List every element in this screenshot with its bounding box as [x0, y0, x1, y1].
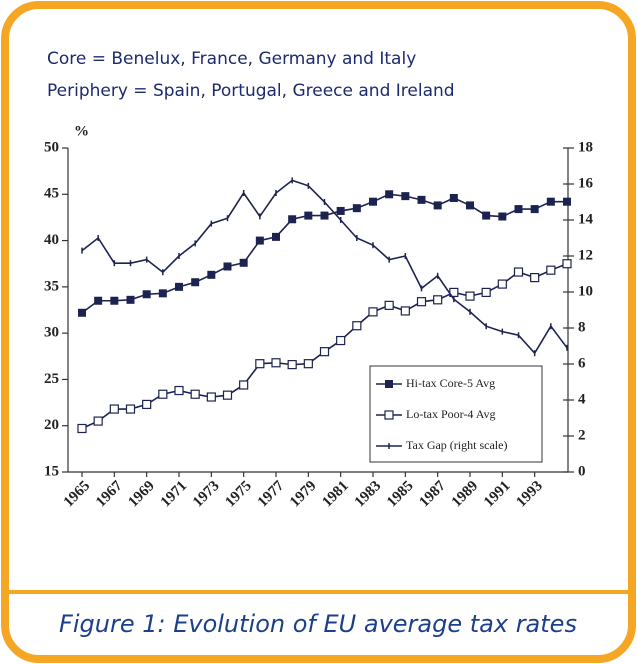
marker	[384, 300, 394, 310]
marker	[336, 206, 345, 215]
y2-tick-label: 6	[578, 355, 586, 371]
y-tick-label: 45	[44, 186, 59, 202]
marker	[222, 390, 233, 400]
y2-tick-label: 4	[578, 391, 586, 407]
legend-label: Hi-tax Core-5 Avg	[406, 376, 495, 390]
marker	[319, 347, 330, 357]
marker	[142, 399, 152, 410]
marker	[126, 295, 135, 304]
marker	[385, 190, 394, 199]
marker	[93, 416, 103, 426]
marker	[206, 392, 216, 402]
marker	[433, 295, 443, 305]
marker	[482, 211, 491, 220]
y-tick-label: 35	[44, 278, 59, 294]
marker	[288, 215, 297, 224]
marker	[481, 287, 491, 298]
marker	[239, 380, 249, 390]
marker	[142, 290, 151, 299]
marker	[190, 389, 200, 399]
marker	[255, 359, 265, 369]
marker	[94, 296, 103, 305]
marker	[78, 308, 86, 317]
marker	[546, 197, 555, 206]
marker	[368, 307, 378, 317]
note: Core = Benelux, France, Germany and Ital…	[47, 49, 416, 69]
marker	[320, 211, 329, 220]
marker	[158, 389, 168, 399]
marker	[433, 201, 442, 210]
marker	[255, 236, 264, 245]
marker	[465, 291, 475, 301]
marker	[174, 385, 184, 396]
y-tick-label: 25	[44, 371, 59, 387]
marker	[498, 212, 507, 221]
marker	[271, 358, 281, 368]
marker	[125, 404, 136, 414]
marker	[563, 197, 571, 206]
marker	[77, 423, 87, 434]
y2-tick-label: 14	[578, 211, 594, 227]
marker	[384, 410, 394, 420]
marker	[191, 278, 200, 287]
marker	[449, 193, 458, 202]
marker	[352, 321, 362, 331]
marker	[546, 265, 556, 275]
y2-tick-label: 8	[578, 319, 586, 335]
y-tick-label: 15	[44, 463, 59, 479]
y2-tick-label: 12	[578, 247, 593, 263]
marker	[352, 204, 361, 213]
marker	[158, 289, 167, 298]
y-tick-label: 40	[44, 232, 59, 248]
marker	[417, 195, 426, 204]
marker	[416, 297, 427, 307]
legend-label: Lo-tax Poor-4 Avg	[406, 407, 496, 421]
marker	[303, 359, 313, 369]
marker	[401, 192, 410, 201]
marker	[385, 380, 393, 388]
y2-tick-label: 16	[578, 175, 594, 191]
legend: Hi-tax Core-5 Avg Lo-tax Poor-4 Avg Tax Ga…	[369, 365, 543, 463]
marker	[272, 232, 280, 241]
marker	[369, 197, 377, 206]
marker	[562, 259, 572, 269]
y-tick-label: 50	[44, 139, 59, 155]
marker	[207, 270, 216, 279]
y-tick-label: 30	[44, 325, 59, 341]
y2-tick-label: 18	[578, 139, 593, 155]
marker	[497, 279, 507, 289]
marker	[513, 267, 524, 277]
y2-tick-label: 10	[578, 283, 593, 299]
marker	[110, 296, 119, 305]
y-tick-label: 20	[44, 417, 59, 433]
marker	[304, 211, 313, 220]
marker	[530, 205, 539, 214]
marker	[287, 360, 297, 370]
legend-label: Tax Gap (right scale)	[406, 438, 507, 452]
marker	[530, 273, 540, 283]
y2-tick-label: 0	[578, 463, 586, 479]
marker	[514, 205, 523, 214]
marker	[466, 201, 474, 210]
caption: Figure 1: Evolution of EU average tax ra…	[59, 610, 577, 638]
marker	[239, 258, 248, 267]
marker	[175, 282, 183, 291]
marker	[336, 335, 346, 346]
marker	[109, 404, 119, 414]
marker	[400, 306, 410, 316]
marker	[223, 262, 232, 271]
y2-tick-label: 2	[578, 427, 586, 443]
note: Periphery = Spain, Portugal, Greece and …	[47, 81, 455, 101]
y-axis-label: %	[74, 123, 89, 139]
